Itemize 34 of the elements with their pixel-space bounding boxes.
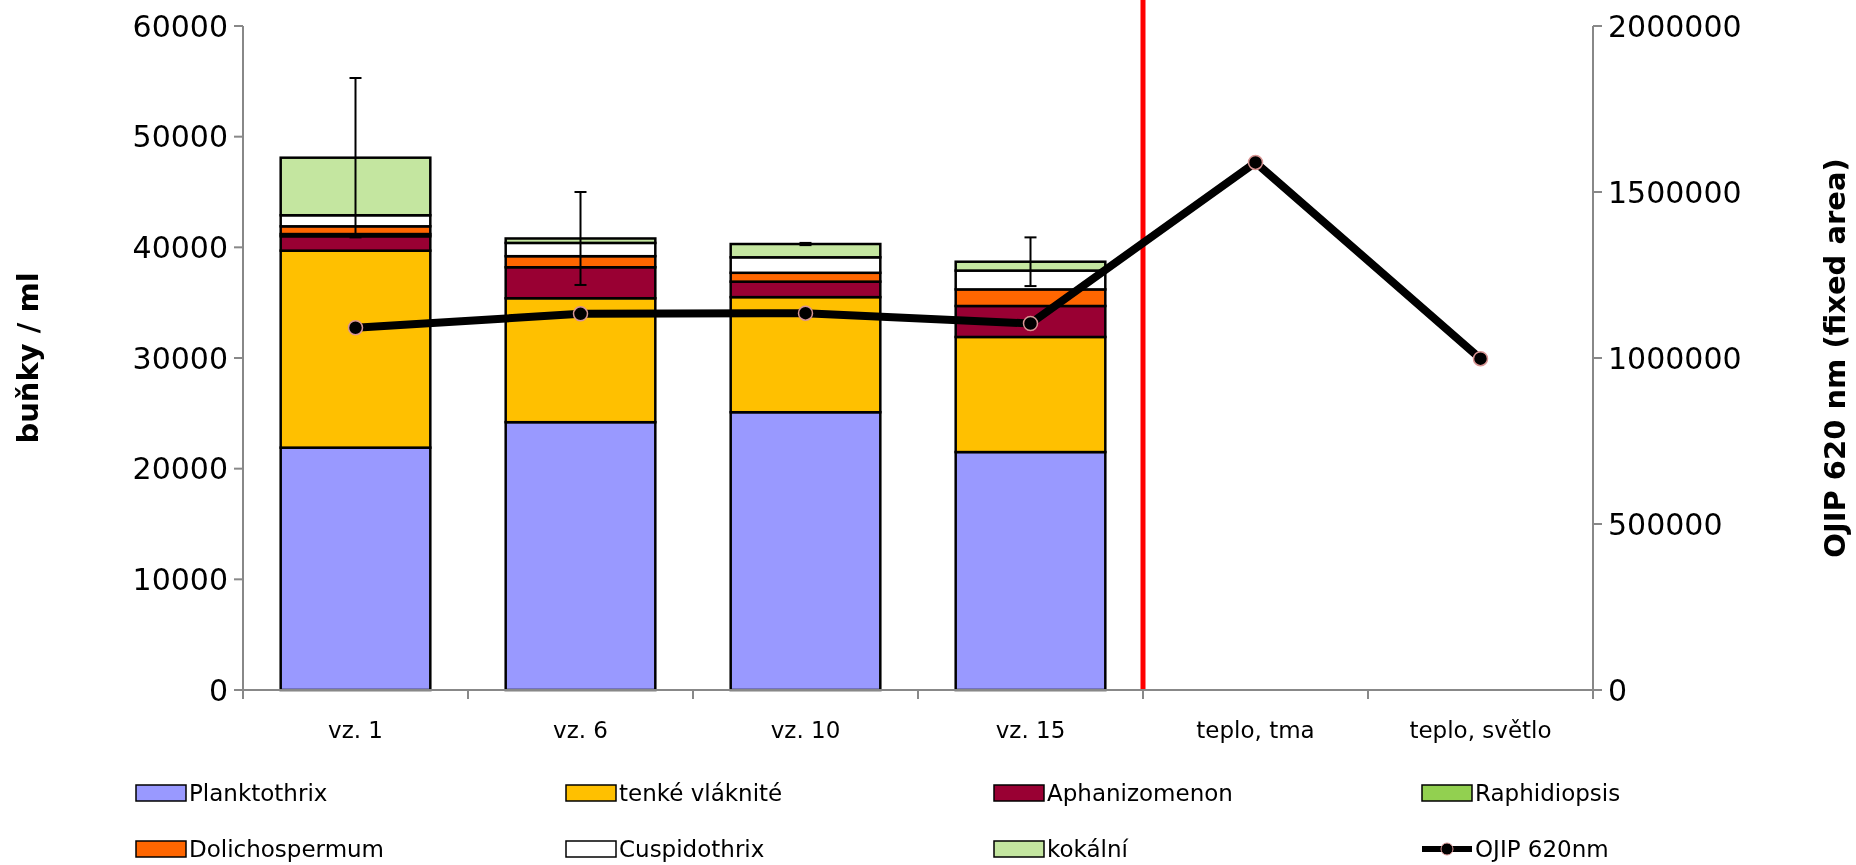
y-tick-label: 50000 <box>132 119 228 155</box>
legend-label: kokální <box>1047 836 1129 862</box>
y2-tick-label: 2000000 <box>1608 8 1742 44</box>
legend-label: OJIP 620nm <box>1475 836 1609 862</box>
point <box>797 305 814 321</box>
x-tick-label: teplo, tma <box>1196 717 1315 744</box>
y-axis-title: buňky / ml <box>11 272 45 444</box>
y2-tick-label: 0 <box>1608 672 1628 708</box>
point <box>347 320 364 336</box>
y-tick-label: 10000 <box>132 561 228 597</box>
y-tick-label: 0 <box>208 672 228 708</box>
point <box>1247 154 1264 171</box>
y-tick-label: 60000 <box>132 8 228 44</box>
x-tick-label: vz. 1 <box>328 717 383 744</box>
y2-tick-label: 1500000 <box>1608 174 1742 210</box>
point <box>1472 350 1489 367</box>
legend-label: tenké vláknité <box>619 780 783 806</box>
y2-tick-label: 1000000 <box>1608 340 1742 376</box>
x-tick-label: vz. 15 <box>995 717 1066 744</box>
x-tick-label: vz. 6 <box>553 717 608 744</box>
point <box>1022 315 1039 332</box>
legend-label: Cuspidothrix <box>619 836 765 862</box>
legend-label: Aphanizomenon <box>1047 780 1233 806</box>
y-tick-label: 20000 <box>132 451 228 487</box>
y2-axis-title: OJIP 620 nm (fixed area) <box>1818 158 1853 558</box>
point <box>572 306 589 322</box>
y-tick-label: 40000 <box>132 229 228 265</box>
legend-label: Planktothrix <box>189 780 328 806</box>
x-tick-label: vz. 10 <box>770 717 841 744</box>
legend-label: Raphidiopsis <box>1475 780 1621 806</box>
y2-tick-label: 500000 <box>1608 506 1723 542</box>
legend-label: Dolichospermum <box>189 836 385 862</box>
x-tick-label: teplo, světlo <box>1409 717 1552 744</box>
y-tick-label: 30000 <box>132 340 228 376</box>
